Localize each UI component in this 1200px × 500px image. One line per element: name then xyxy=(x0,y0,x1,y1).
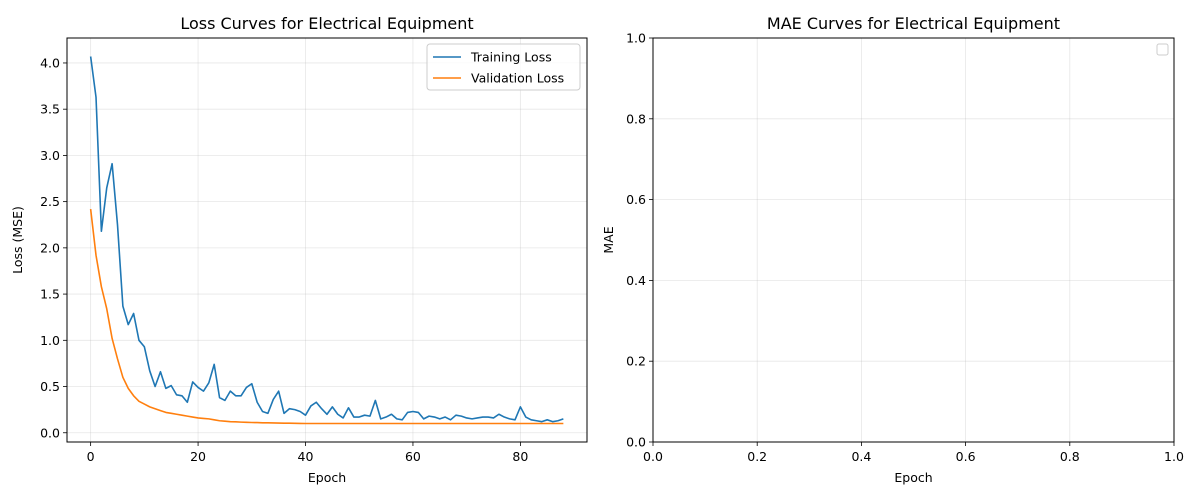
mae-chart-frame xyxy=(652,37,1175,443)
loss-chart-x-tick-label: 20 xyxy=(190,449,206,464)
mae-chart-x-tick-label: 0.4 xyxy=(851,449,871,464)
mae-chart-y-tick-label: 0.8 xyxy=(626,111,646,126)
loss-chart-legend-box xyxy=(426,43,581,91)
loss-chart-x-tick-label: 80 xyxy=(512,449,528,464)
loss-chart-title: Loss Curves for Electrical Equipment xyxy=(180,14,473,33)
mae-chart-x-tick-label: 0.0 xyxy=(643,449,663,464)
mae-chart-y-axis-label: MAE xyxy=(601,226,616,253)
loss-chart-series xyxy=(89,56,564,425)
loss-chart-y-tick-label: 3.5 xyxy=(40,102,60,117)
loss-chart-y-tick-label: 1.0 xyxy=(40,333,60,348)
mae-chart-legend xyxy=(1156,43,1169,56)
mae-chart-y-tick-label: 0.4 xyxy=(626,273,646,288)
mae-chart-x-tick-label: 1.0 xyxy=(1164,449,1184,464)
loss-chart-legend: Training Loss Validation Loss xyxy=(426,43,581,91)
legend-label-training-loss: Training Loss xyxy=(470,50,552,65)
mae-chart-x-tick-label: 0.8 xyxy=(1060,449,1080,464)
loss-chart-y-tick-label: 2.5 xyxy=(40,194,60,209)
mae-chart-x-axis-label: Epoch xyxy=(894,470,932,485)
loss-chart-x-tick-label: 0 xyxy=(87,449,95,464)
mae-chart-legend-box xyxy=(1156,43,1169,56)
series-line-training-loss xyxy=(89,56,564,423)
mae-chart-y-tick-label: 0.6 xyxy=(626,192,646,207)
legend-label-validation-loss: Validation Loss xyxy=(471,71,564,86)
loss-chart-x-tick-label: 60 xyxy=(405,449,421,464)
mae-chart-title: MAE Curves for Electrical Equipment xyxy=(767,14,1060,33)
loss-chart-y-tick-label: 0.0 xyxy=(40,425,60,440)
loss-chart-frame xyxy=(66,37,588,443)
loss-chart-y-tick-label: 4.0 xyxy=(40,55,60,70)
mae-chart-ticks: 0.0 0.2 0.4 0.6 0.8 1.0 0.0 0.2 0.4 0.6 0.8 1.0 xyxy=(626,31,1184,465)
series-line-validation-loss xyxy=(89,208,564,425)
mae-chart-y-tick-label: 0.2 xyxy=(626,354,646,369)
loss-chart-ticks: 0 20 40 60 80 0.0 0.5 1.0 1.5 2.0 2.5 3.0 3.5 4.0 xyxy=(40,55,528,464)
mae-chart-x-tick-label: 0.6 xyxy=(956,449,976,464)
loss-chart-y-tick-label: 3.0 xyxy=(40,148,60,163)
loss-chart: 0 20 40 60 80 0.0 0.5 1.0 1.5 2.0 2.5 3.0 3.5 4.0 Los… xyxy=(10,14,588,485)
loss-chart-x-tick-label: 40 xyxy=(298,449,314,464)
mae-chart-y-tick-label: 0.0 xyxy=(626,435,646,450)
mae-chart-y-tick-label: 1.0 xyxy=(626,31,646,46)
mae-chart: 0.0 0.2 0.4 0.6 0.8 1.0 0.0 0.2 0.4 0.6 0.8 1.0 MAE… xyxy=(601,14,1184,485)
loss-chart-y-axis-label: Loss (MSE) xyxy=(10,206,25,274)
loss-chart-y-tick-label: 0.5 xyxy=(40,379,60,394)
mae-chart-x-tick-label: 0.2 xyxy=(747,449,767,464)
loss-chart-y-tick-label: 2.0 xyxy=(40,240,60,255)
loss-chart-y-tick-label: 1.5 xyxy=(40,287,60,302)
loss-chart-x-axis-label: Epoch xyxy=(308,470,346,485)
